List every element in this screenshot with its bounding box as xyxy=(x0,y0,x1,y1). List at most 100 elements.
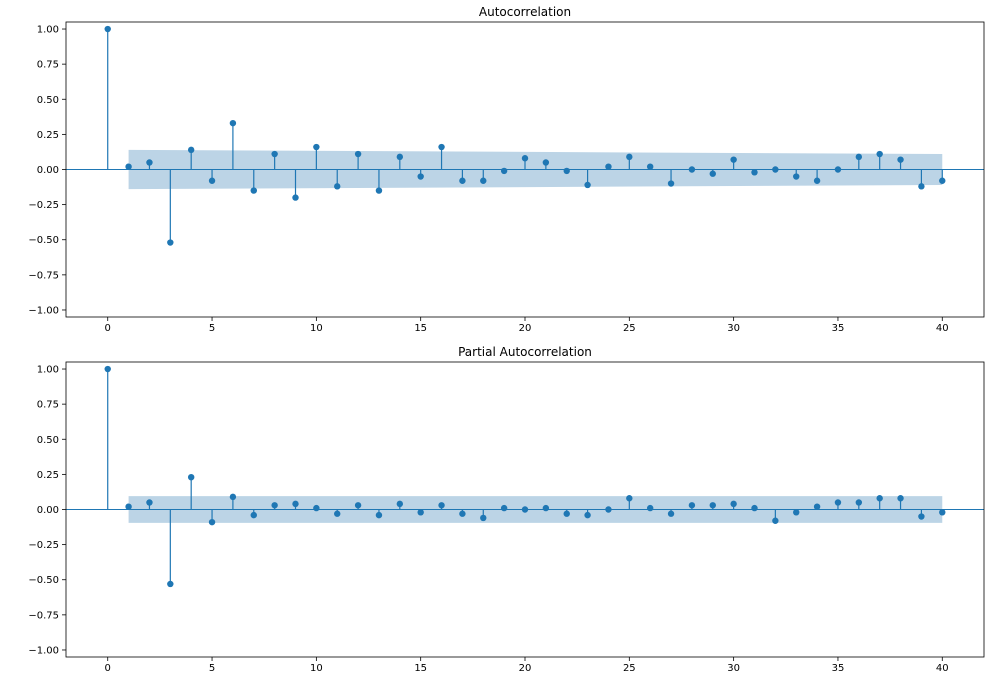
stem-marker xyxy=(626,495,632,501)
stem-marker xyxy=(417,509,423,515)
x-tick-label: 15 xyxy=(414,323,427,334)
stem-marker xyxy=(188,474,194,480)
y-tick-label: −0.50 xyxy=(28,575,59,586)
stem-marker xyxy=(438,502,444,508)
stem-marker xyxy=(835,166,841,172)
y-tick-label: −0.25 xyxy=(28,540,59,551)
x-ticks: 0510152025303540 xyxy=(105,657,949,674)
stem-marker xyxy=(230,494,236,500)
stem-marker xyxy=(584,182,590,188)
stem-marker xyxy=(125,503,131,509)
stem-marker xyxy=(543,505,549,511)
stem-marker xyxy=(355,151,361,157)
y-tick-label: 0.50 xyxy=(37,95,59,106)
stem-marker xyxy=(355,502,361,508)
stem-marker xyxy=(376,512,382,518)
x-tick-label: 0 xyxy=(105,323,111,334)
stem-marker xyxy=(689,166,695,172)
stem-marker xyxy=(397,501,403,507)
stem-marker xyxy=(856,154,862,160)
stem-marker xyxy=(793,173,799,179)
y-tick-label: 0.75 xyxy=(37,60,59,71)
stem-marker xyxy=(480,515,486,521)
stem-marker xyxy=(271,151,277,157)
y-tick-label: −0.50 xyxy=(28,235,59,246)
x-tick-label: 10 xyxy=(310,323,323,334)
x-tick-label: 15 xyxy=(414,663,427,674)
x-tick-label: 5 xyxy=(209,663,215,674)
y-tick-label: 0.00 xyxy=(37,165,59,176)
stem-marker xyxy=(292,194,298,200)
stem-marker xyxy=(480,178,486,184)
stem-marker xyxy=(876,151,882,157)
stem-marker xyxy=(105,366,111,372)
stem-marker xyxy=(501,168,507,174)
stem-marker xyxy=(730,501,736,507)
y-tick-label: 1.00 xyxy=(37,365,59,376)
stem-marker xyxy=(605,163,611,169)
x-tick-label: 35 xyxy=(832,663,845,674)
stem-marker xyxy=(271,502,277,508)
y-tick-label: 0.25 xyxy=(37,130,59,141)
figure: 0510152025303540−1.00−0.75−0.50−0.250.00… xyxy=(0,0,1002,682)
stem-marker xyxy=(397,154,403,160)
stem-marker xyxy=(417,173,423,179)
stem-marker xyxy=(146,159,152,165)
y-tick-label: −1.00 xyxy=(28,305,59,316)
stem-marker xyxy=(105,26,111,32)
stem-marker xyxy=(647,163,653,169)
stem-marker xyxy=(730,156,736,162)
x-ticks: 0510152025303540 xyxy=(105,317,949,334)
stem-marker xyxy=(918,513,924,519)
stem-marker xyxy=(251,512,257,518)
y-tick-label: −0.75 xyxy=(28,270,59,281)
y-tick-label: −0.75 xyxy=(28,610,59,621)
y-tick-label: 0.50 xyxy=(37,435,59,446)
stem-marker xyxy=(334,511,340,517)
stem-marker xyxy=(897,156,903,162)
chart-panel: 0510152025303540−1.00−0.75−0.50−0.250.00… xyxy=(28,345,984,674)
stem-marker xyxy=(292,501,298,507)
stem-marker xyxy=(167,239,173,245)
stem-marker xyxy=(313,144,319,150)
x-tick-label: 0 xyxy=(105,663,111,674)
stem-marker xyxy=(647,505,653,511)
y-tick-label: −0.25 xyxy=(28,200,59,211)
x-tick-label: 20 xyxy=(519,663,532,674)
stem-marker xyxy=(313,505,319,511)
x-tick-label: 40 xyxy=(936,663,949,674)
stem-marker xyxy=(835,499,841,505)
stem-marker xyxy=(543,159,549,165)
stem-marker xyxy=(710,502,716,508)
stem-marker xyxy=(814,178,820,184)
stem-marker xyxy=(501,505,507,511)
y-tick-label: 0.25 xyxy=(37,470,59,481)
stem-marker xyxy=(251,187,257,193)
stem-marker xyxy=(668,511,674,517)
x-tick-label: 35 xyxy=(832,323,845,334)
stem-marker xyxy=(334,183,340,189)
x-tick-label: 25 xyxy=(623,323,636,334)
panel-title: Autocorrelation xyxy=(479,5,571,19)
stem-marker xyxy=(897,495,903,501)
stem-marker xyxy=(376,187,382,193)
stem-marker xyxy=(668,180,674,186)
y-tick-label: −1.00 xyxy=(28,645,59,656)
y-tick-label: 0.75 xyxy=(37,400,59,411)
stem-marker xyxy=(522,506,528,512)
stem-marker xyxy=(751,505,757,511)
y-ticks: −1.00 −0.75 −0.50 −0.25 0.00 0.25 0.50 0.75 1.00 xyxy=(28,25,66,317)
stem-marker xyxy=(209,178,215,184)
x-tick-label: 20 xyxy=(519,323,532,334)
y-ticks: −1.00 −0.75 −0.50 −0.25 0.00 0.25 0.50 0.75 1.00 xyxy=(28,365,66,657)
stem-marker xyxy=(584,512,590,518)
y-tick-label: 0.00 xyxy=(37,505,59,516)
stem-marker xyxy=(564,511,570,517)
chart-panel: 0510152025303540−1.00−0.75−0.50−0.250.00… xyxy=(28,5,984,334)
stem-marker xyxy=(125,163,131,169)
stem-marker xyxy=(459,178,465,184)
y-tick-label: 1.00 xyxy=(37,25,59,36)
stem-marker xyxy=(814,503,820,509)
stem-marker xyxy=(876,495,882,501)
stem-marker xyxy=(856,499,862,505)
